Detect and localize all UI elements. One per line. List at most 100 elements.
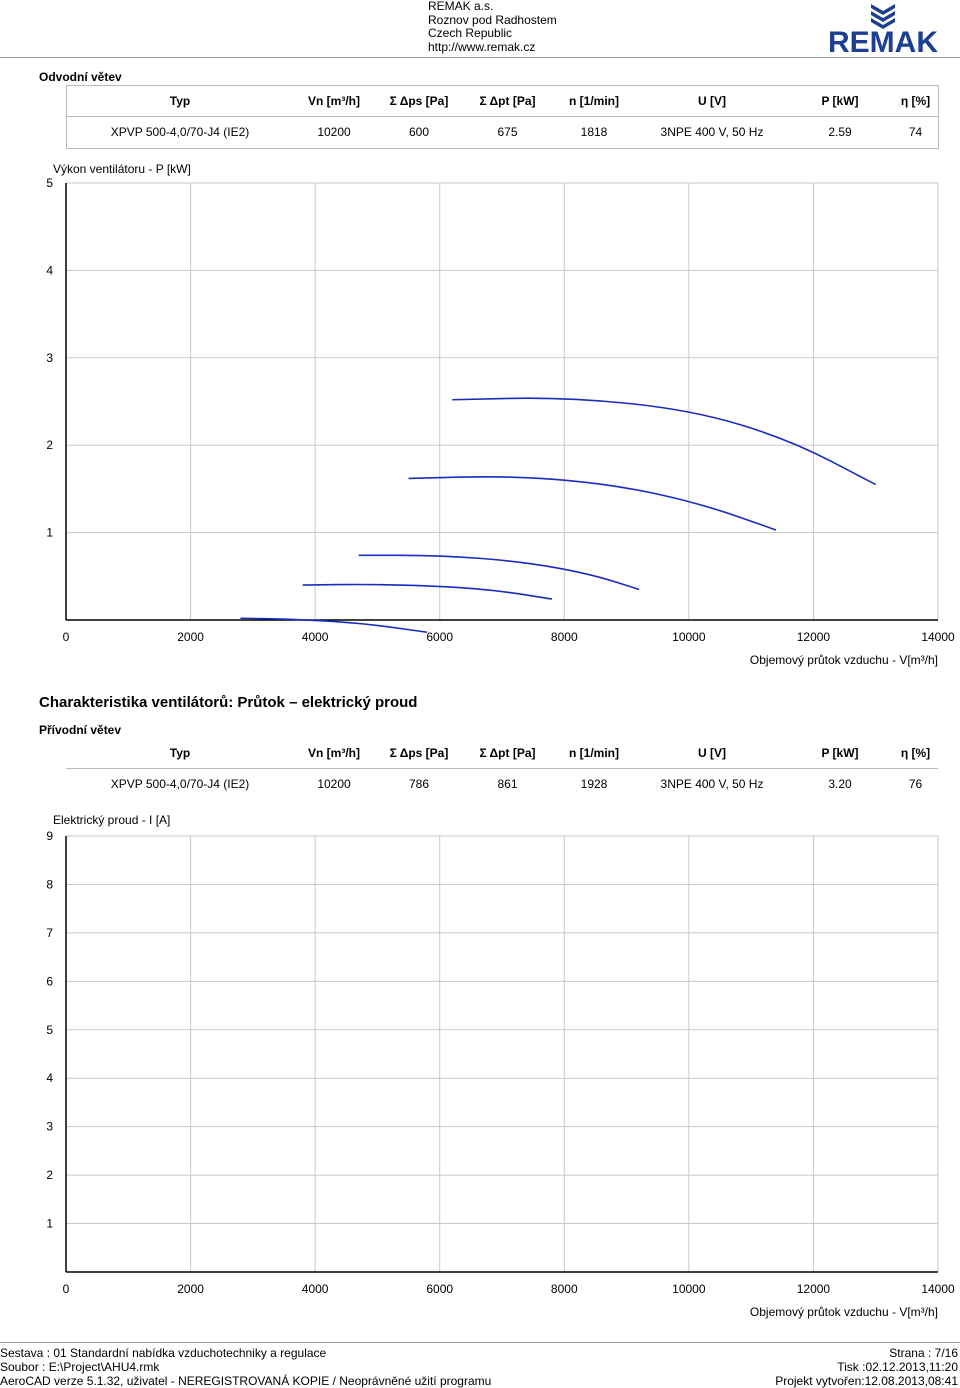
x-tick-label: 12000 bbox=[797, 630, 831, 644]
company-country: Czech Republic bbox=[428, 26, 513, 40]
col-eta: η [%] bbox=[893, 86, 938, 117]
col-eta: η [%] bbox=[893, 738, 938, 769]
x-tick-label: 8000 bbox=[551, 630, 578, 644]
fan-table-supply: Typ Vn [m³/h] Σ Δps [Pa] Σ Δpt [Pa] n [1… bbox=[66, 738, 938, 799]
y-tick-label: 4 bbox=[46, 1071, 53, 1085]
y-tick-label: 2 bbox=[46, 1168, 53, 1182]
y-tick-label: 3 bbox=[46, 351, 53, 365]
chart2-caption: Elektrický proud - I [A] bbox=[53, 813, 171, 827]
fan-table-frame-1 bbox=[66, 85, 939, 149]
col-typ: Typ bbox=[66, 86, 294, 117]
footer-file: Soubor : E:\Project\AHU4.rmk bbox=[0, 1360, 160, 1374]
header-divider bbox=[0, 57, 960, 58]
x-tick-label: 6000 bbox=[426, 1282, 453, 1296]
x-axis-label: Objemový průtok vzduchu - V[m³/h] bbox=[750, 1305, 938, 1319]
cell-vn: 10200 bbox=[317, 125, 351, 139]
y-tick-label: 2 bbox=[46, 438, 53, 452]
cell-typ: XPVP 500-4,0/70-J4 (IE2) bbox=[110, 777, 250, 791]
power-chart: 0 2000 4000 6000 8000 10000 12000 14000 1 2 3 4 5 Obj… bbox=[46, 176, 955, 667]
table-header-row: Typ Vn [m³/h] Σ Δps [Pa] Σ Δpt [Pa] n [1… bbox=[66, 86, 938, 117]
section-label-supply: Přívodní větev bbox=[39, 723, 122, 737]
fan-table-exhaust: Typ Vn [m³/h] Σ Δps [Pa] Σ Δpt [Pa] n [1… bbox=[66, 86, 938, 147]
y-tick-label: 5 bbox=[46, 1023, 53, 1037]
section-label-exhaust: Odvodní větev bbox=[39, 70, 122, 84]
y-tick-label: 1 bbox=[46, 526, 53, 540]
footer-project-date: Projekt vytvořen:12.08.2013,08:41 bbox=[775, 1374, 958, 1388]
cell-u: 3NPE 400 V, 50 Hz bbox=[660, 125, 764, 139]
col-n: n [1/min] bbox=[551, 86, 637, 117]
x-tick-label: 10000 bbox=[672, 1282, 706, 1296]
y-tick-label: 7 bbox=[46, 926, 53, 940]
current-chart: 0 2000 4000 6000 8000 10000 12000 14000 1 2 3 4 5 6 7 8… bbox=[46, 829, 955, 1319]
chart1-caption: Výkon ventilátoru - P [kW] bbox=[53, 162, 191, 176]
y-tick-label: 3 bbox=[46, 1120, 53, 1134]
col-typ: Typ bbox=[66, 738, 294, 769]
y-tick-label: 5 bbox=[46, 176, 53, 190]
y-tick-label: 8 bbox=[46, 877, 53, 891]
col-u: U [V] bbox=[637, 738, 787, 769]
cell-n: 1928 bbox=[580, 777, 608, 791]
y-tick-label: 9 bbox=[46, 829, 53, 843]
col-dps: Σ Δps [Pa] bbox=[374, 738, 464, 769]
series-curve-4 bbox=[408, 476, 777, 531]
series-curve-2 bbox=[302, 583, 552, 600]
series-curve-1 bbox=[240, 617, 428, 634]
x-tick-label: 4000 bbox=[302, 1282, 329, 1296]
table-header-row: Typ Vn [m³/h] Σ Δps [Pa] Σ Δpt [Pa] n [1… bbox=[66, 738, 938, 769]
remak-logo: REMAK bbox=[828, 4, 938, 54]
cell-dpt: 675 bbox=[497, 125, 518, 139]
cell-eta: 74 bbox=[908, 125, 923, 139]
company-city: Roznov pod Radhostem bbox=[428, 12, 557, 27]
x-tick-label: 12000 bbox=[797, 1282, 831, 1296]
section-title-current: Charakteristika ventilátorů: Průtok – el… bbox=[39, 694, 418, 711]
x-tick-label: 10000 bbox=[672, 630, 706, 644]
cell-dpt: 861 bbox=[497, 777, 518, 791]
x-axis-label: Objemový průtok vzduchu - V[m³/h] bbox=[750, 653, 938, 667]
x-tick-label: 6000 bbox=[426, 630, 453, 644]
logo-text: REMAK bbox=[828, 26, 938, 54]
cell-p: 2.59 bbox=[828, 125, 852, 139]
footer-divider bbox=[0, 1342, 960, 1343]
cell-p: 3.20 bbox=[828, 777, 852, 791]
col-dps: Σ Δps [Pa] bbox=[374, 86, 464, 117]
x-tick-label: 0 bbox=[63, 1282, 70, 1296]
cell-n: 1818 bbox=[580, 125, 608, 139]
x-tick-label: 2000 bbox=[177, 630, 204, 644]
col-p: P [kW] bbox=[787, 86, 893, 117]
footer-report: Sestava : 01 Standardní nabídka vzduchot… bbox=[0, 1346, 327, 1360]
col-vn: Vn [m³/h] bbox=[294, 86, 374, 117]
footer-version: AeroCAD verze 5.1.32, uživatel - NEREGIS… bbox=[0, 1374, 492, 1388]
series-curve-3 bbox=[358, 554, 640, 591]
cell-eta: 76 bbox=[908, 777, 923, 791]
col-p: P [kW] bbox=[787, 738, 893, 769]
x-tick-label: 0 bbox=[63, 630, 70, 644]
y-tick-label: 6 bbox=[46, 974, 53, 988]
y-tick-label: 1 bbox=[46, 1217, 53, 1231]
footer-right: Strana : 7/16 Tisk :02.12.2013,11:20 Pro… bbox=[775, 1346, 958, 1388]
footer-print-date: Tisk :02.12.2013,11:20 bbox=[837, 1360, 958, 1374]
x-tick-label: 2000 bbox=[177, 1282, 204, 1296]
col-n: n [1/min] bbox=[551, 738, 637, 769]
cell-u: 3NPE 400 V, 50 Hz bbox=[660, 777, 764, 791]
col-u: U [V] bbox=[637, 86, 787, 117]
company-name: REMAK a.s. bbox=[428, 0, 494, 13]
cell-dps: 786 bbox=[408, 777, 430, 791]
company-address: REMAK a.s. Roznov pod Radhostem Czech Re… bbox=[428, 0, 557, 54]
cell-typ: XPVP 500-4,0/70-J4 (IE2) bbox=[110, 125, 250, 139]
x-tick-label: 14000 bbox=[921, 1282, 955, 1296]
x-tick-label: 8000 bbox=[551, 1282, 578, 1296]
series-curve-5 bbox=[452, 397, 877, 486]
company-url[interactable]: http://www.remak.cz bbox=[428, 39, 536, 54]
footer-page: Strana : 7/16 bbox=[889, 1346, 958, 1360]
col-vn: Vn [m³/h] bbox=[294, 738, 374, 769]
table-row: XPVP 500-4,0/70-J4 (IE2) 10200 786 861 1… bbox=[66, 769, 938, 800]
cell-dps: 600 bbox=[408, 125, 430, 139]
y-tick-label: 4 bbox=[46, 263, 53, 277]
table-row: XPVP 500-4,0/70-J4 (IE2) 10200 600 675 1… bbox=[66, 117, 938, 148]
x-tick-label: 4000 bbox=[302, 630, 329, 644]
col-dpt: Σ Δpt [Pa] bbox=[464, 86, 551, 117]
footer-left: Sestava : 01 Standardní nabídka vzduchot… bbox=[0, 1346, 491, 1388]
x-tick-label: 14000 bbox=[921, 630, 955, 644]
cell-vn: 10200 bbox=[317, 777, 351, 791]
col-dpt: Σ Δpt [Pa] bbox=[464, 738, 551, 769]
